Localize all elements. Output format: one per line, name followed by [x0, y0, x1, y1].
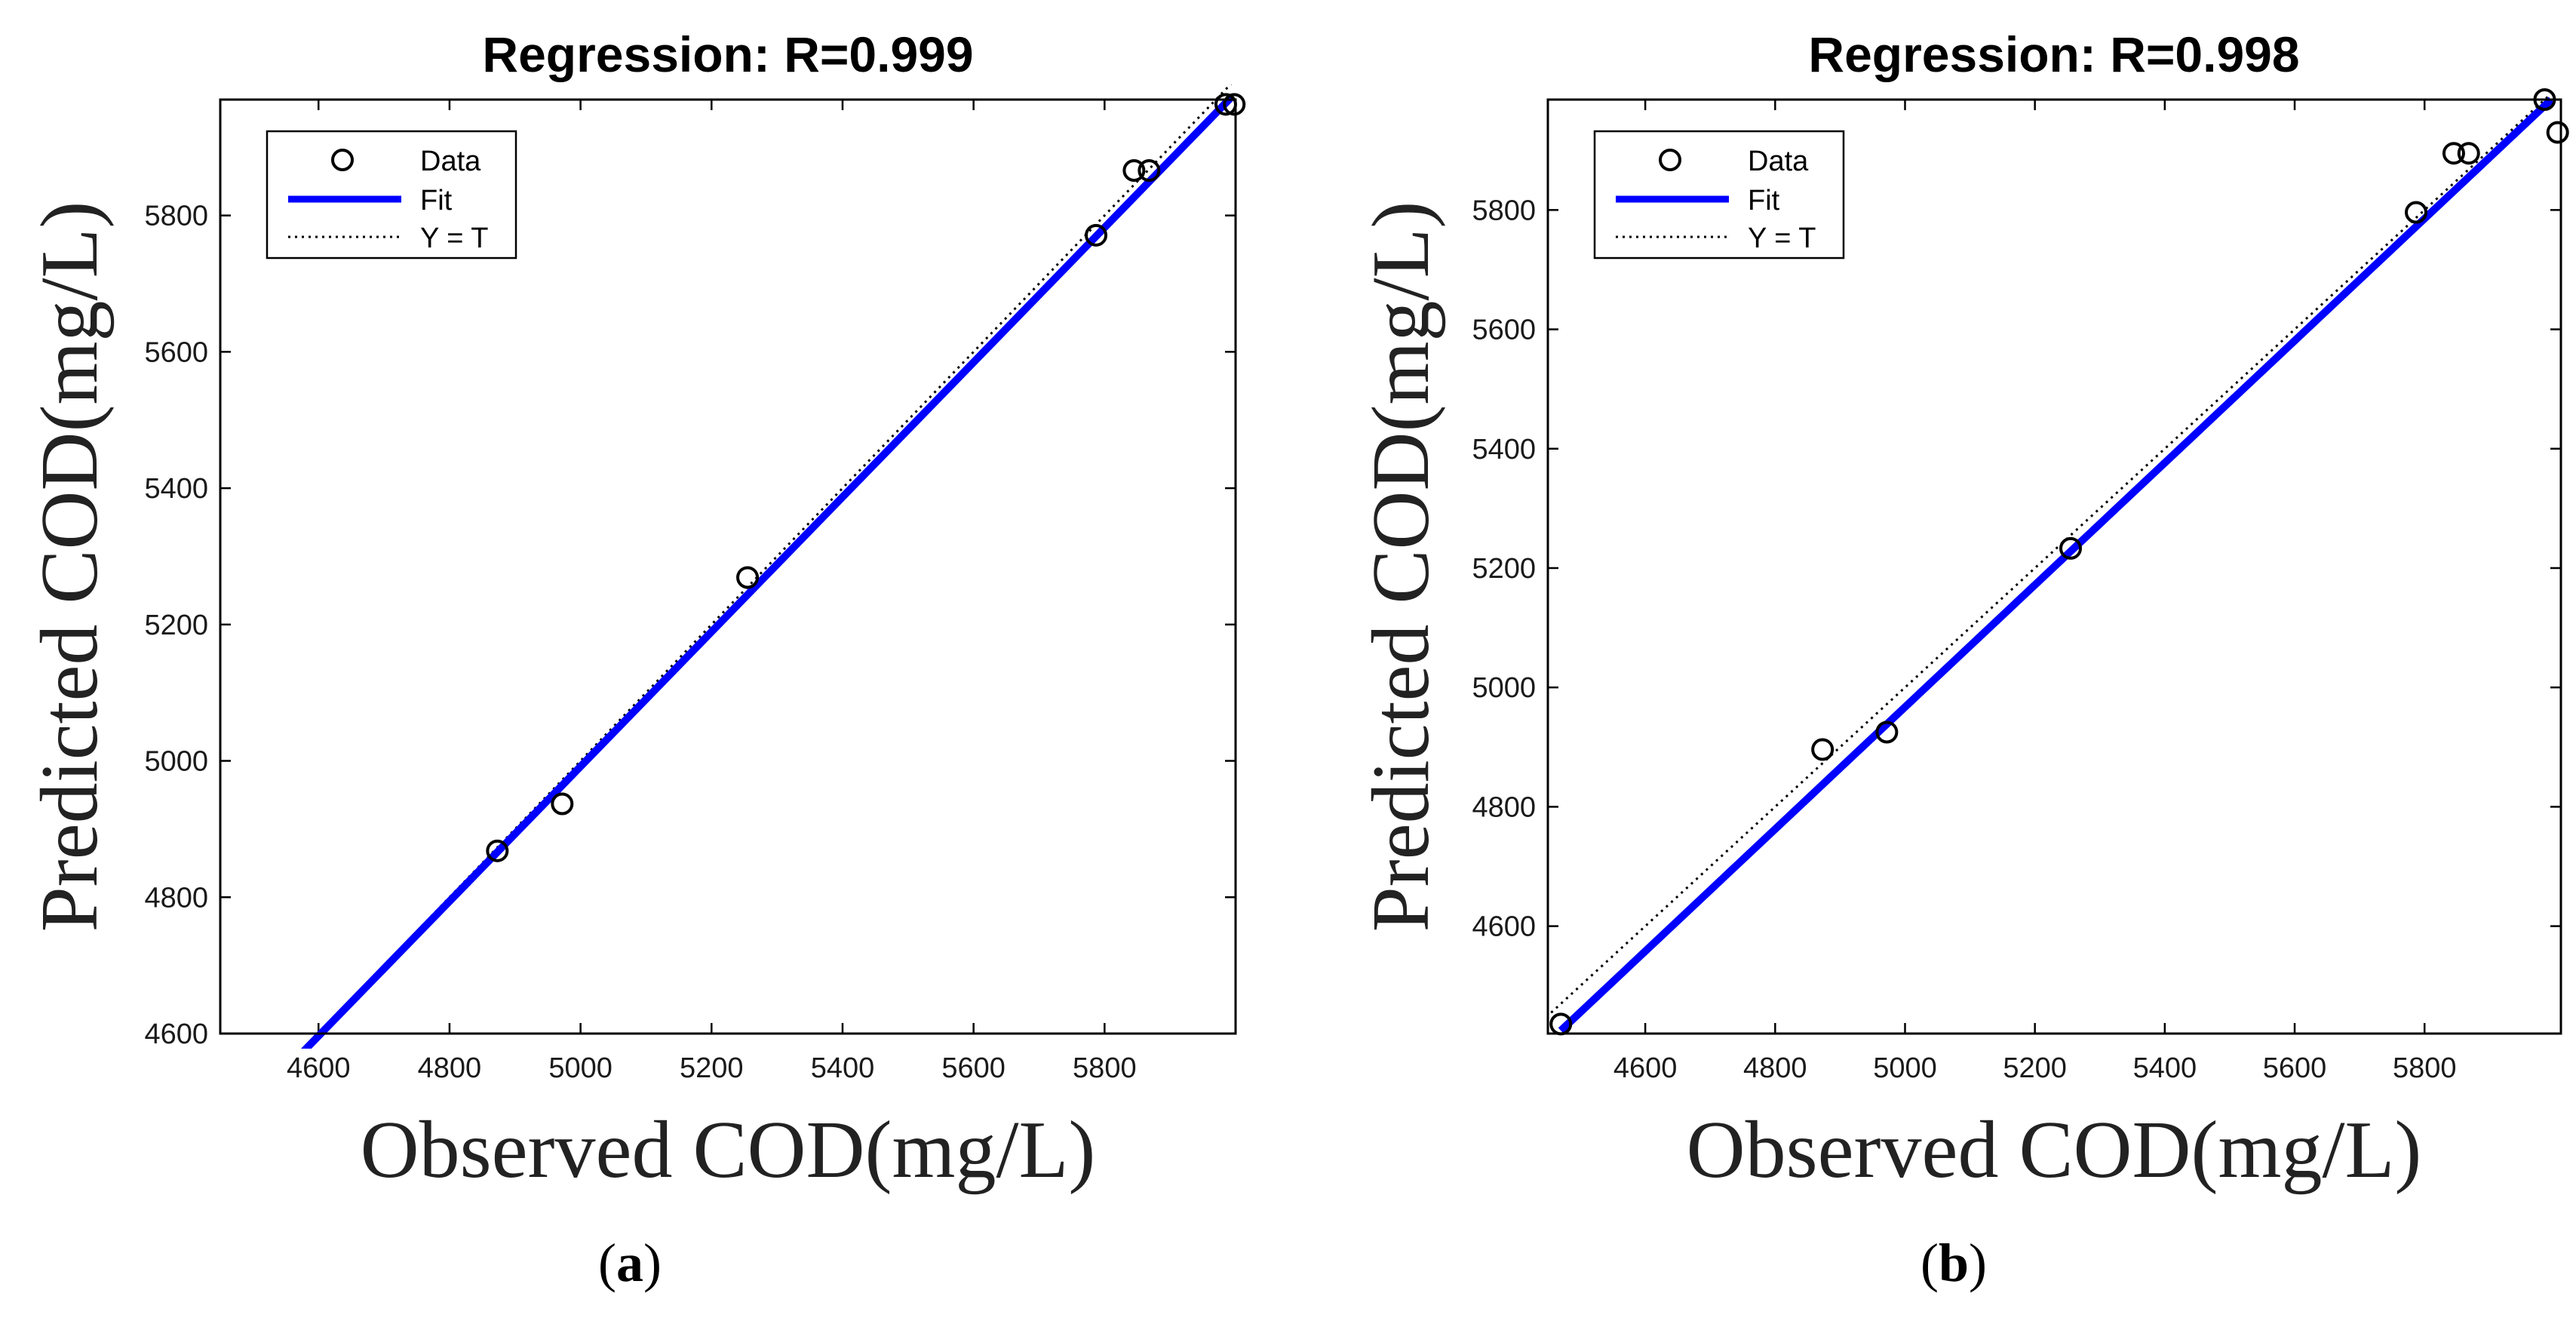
- x-tick-label: 4800: [1743, 1052, 1807, 1084]
- legend-label-data: Data: [1748, 146, 1809, 177]
- x-tick-label: 5600: [2263, 1052, 2327, 1084]
- y-axis-label: Predicted COD(mg/L): [1356, 201, 1446, 932]
- data-point: [1122, 158, 1146, 182]
- x-tick-label: 5000: [1873, 1052, 1937, 1084]
- y-tick-label: 5000: [144, 746, 208, 778]
- legend-marker-data: [331, 149, 354, 171]
- legend: Data Fit Y = T: [266, 130, 517, 260]
- data-point: [736, 566, 760, 589]
- x-tick-label: 4800: [418, 1052, 482, 1084]
- legend-label-identity: Y = T: [1748, 223, 1816, 254]
- data-point: [2405, 201, 2428, 224]
- data-point: [1085, 223, 1108, 247]
- panel-label-letter: b: [1939, 1233, 1969, 1293]
- legend-label-data: Data: [420, 146, 481, 177]
- data-point: [223, 1112, 243, 1132]
- panel-label: (a): [598, 1233, 662, 1293]
- y-tick-label: 5800: [1472, 195, 1536, 226]
- y-tick-label: 5600: [1472, 315, 1536, 346]
- x-tick-label: 5800: [2393, 1052, 2457, 1084]
- y-tick-label: 4800: [1472, 791, 1536, 823]
- data-point: [1223, 93, 1246, 116]
- y-tick-label: 5800: [144, 201, 208, 232]
- panel-label-open: (: [1920, 1233, 1939, 1293]
- x-tick-label: 5200: [2003, 1052, 2067, 1084]
- fit-line: [1558, 97, 2554, 1034]
- panel-label-letter: a: [616, 1233, 643, 1293]
- fit-line: [300, 93, 1236, 1049]
- x-tick-label: 5000: [548, 1052, 613, 1084]
- data-point: [486, 839, 509, 862]
- y-tick-label: 5400: [1472, 434, 1536, 465]
- chart-title: Regression: R=0.999: [482, 26, 973, 82]
- data-point: [551, 792, 574, 816]
- data-point: [1811, 738, 1835, 761]
- y-tick-label: 4600: [1472, 911, 1536, 943]
- chart-title: Regression: R=0.998: [1808, 26, 2299, 82]
- legend: Data Fit Y = T: [1593, 130, 1845, 260]
- x-tick-label: 4600: [287, 1052, 351, 1084]
- identity-line: [302, 84, 1233, 1049]
- x-tick-label: 5400: [2133, 1052, 2197, 1084]
- x-tick-label: 5600: [941, 1052, 1006, 1084]
- panel-label-close: ): [643, 1233, 662, 1293]
- y-tick-label: 4600: [144, 1018, 208, 1050]
- y-axis-label: Predicted COD(mg/L): [25, 201, 115, 932]
- x-axis-label: Observed COD(mg/L): [1687, 1105, 2422, 1195]
- legend-label-identity: Y = T: [420, 223, 489, 254]
- data-point: [2442, 142, 2465, 165]
- x-axis-label: Observed COD(mg/L): [361, 1105, 1096, 1195]
- x-tick-label: 5400: [811, 1052, 875, 1084]
- y-tick-label: 5200: [1472, 553, 1536, 585]
- y-tick-label: 4800: [144, 882, 208, 914]
- axes-box: [1546, 98, 2562, 1035]
- panel-label-open: (: [598, 1233, 616, 1293]
- panel-label-close: ): [1969, 1233, 1987, 1293]
- legend-label-fit: Fit: [420, 185, 453, 217]
- data-point: [2059, 536, 2083, 560]
- data-point: [1138, 158, 1161, 182]
- chart-a: Regression: R=0.999 4600 4800 5000 5200 5400 5…: [25, 26, 1246, 1293]
- chart-b: Regression: R=0.998 4600 4800 5000 5200 5400 5…: [1356, 26, 2569, 1293]
- data-point: [2457, 142, 2480, 165]
- identity-line: [1550, 92, 2553, 1014]
- x-tick-label: 4600: [1613, 1052, 1678, 1084]
- legend-marker-data: [1659, 149, 1681, 171]
- y-tick-label: 5200: [144, 610, 208, 641]
- panel-label: (b): [1920, 1233, 1987, 1293]
- x-tick-label: 5200: [680, 1052, 744, 1084]
- y-tick-label: 5000: [1472, 672, 1536, 704]
- data-point: [2546, 121, 2569, 144]
- axes-box: [219, 98, 1237, 1035]
- y-tick-label: 5400: [144, 473, 208, 505]
- data-point: [1875, 720, 1899, 744]
- y-tick-label: 5600: [144, 336, 208, 368]
- x-tick-label: 5800: [1073, 1052, 1137, 1084]
- legend-label-fit: Fit: [1748, 185, 1780, 217]
